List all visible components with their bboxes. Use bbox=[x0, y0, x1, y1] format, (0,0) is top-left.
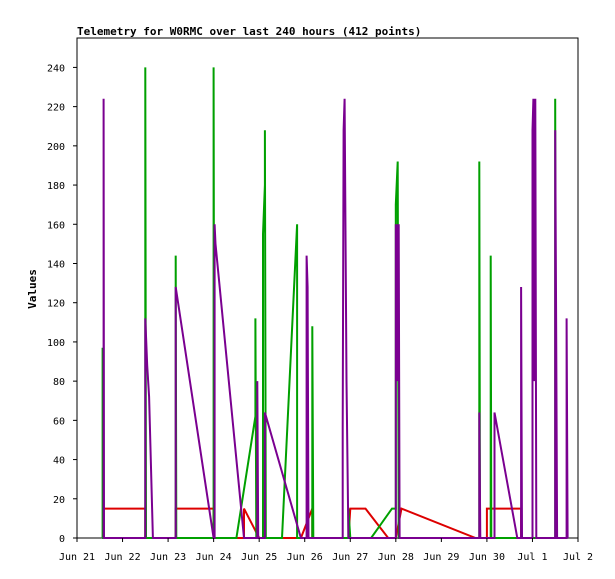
y-tick-label: 0 bbox=[59, 534, 65, 545]
x-tick-label: Jun 30 bbox=[469, 552, 505, 563]
x-tick-label: Jun 24 bbox=[196, 552, 232, 563]
x-tick-label: Jun 29 bbox=[423, 552, 459, 563]
x-tick-label: Jul 1 bbox=[517, 552, 547, 563]
x-tick-label: Jun 25 bbox=[241, 552, 277, 563]
x-tick-label: Jun 23 bbox=[150, 552, 186, 563]
x-tick-label: Jul 2 bbox=[563, 552, 593, 563]
y-tick-label: 160 bbox=[47, 220, 65, 231]
x-tick-label: Jun 27 bbox=[332, 552, 368, 563]
x-axis: Jun 21 Jun 22 Jun 23 Jun 24 Jun 25 Jun 26 Jun … bbox=[59, 538, 593, 563]
y-tick-label: 20 bbox=[53, 495, 65, 506]
chart-title: Telemetry for W0RMC over last 240 hours … bbox=[77, 25, 421, 38]
y-tick-label: 60 bbox=[53, 416, 65, 427]
y-tick-label: 120 bbox=[47, 299, 65, 310]
series-line-3 bbox=[102, 98, 569, 539]
y-tick-label: 100 bbox=[47, 338, 65, 349]
x-tick-label: Jun 26 bbox=[287, 552, 323, 563]
y-tick-label: 40 bbox=[53, 456, 65, 467]
y-tick-label: 180 bbox=[47, 181, 65, 192]
x-tick-label: Jun 21 bbox=[59, 552, 95, 563]
series-layer bbox=[101, 67, 569, 539]
x-tick-label: Jun 28 bbox=[378, 552, 414, 563]
y-tick-label: 200 bbox=[47, 142, 65, 153]
y-axis: 0 20 40 60 80 100 120 140 160 180 200 220 240 bbox=[47, 63, 77, 545]
y-tick-label: 140 bbox=[47, 259, 65, 270]
y-tick-label: 220 bbox=[47, 103, 65, 114]
y-axis-label: Values bbox=[26, 269, 39, 309]
y-tick-label: 80 bbox=[53, 377, 65, 388]
x-tick-label: Jun 22 bbox=[104, 552, 140, 563]
y-tick-label: 240 bbox=[47, 63, 65, 74]
